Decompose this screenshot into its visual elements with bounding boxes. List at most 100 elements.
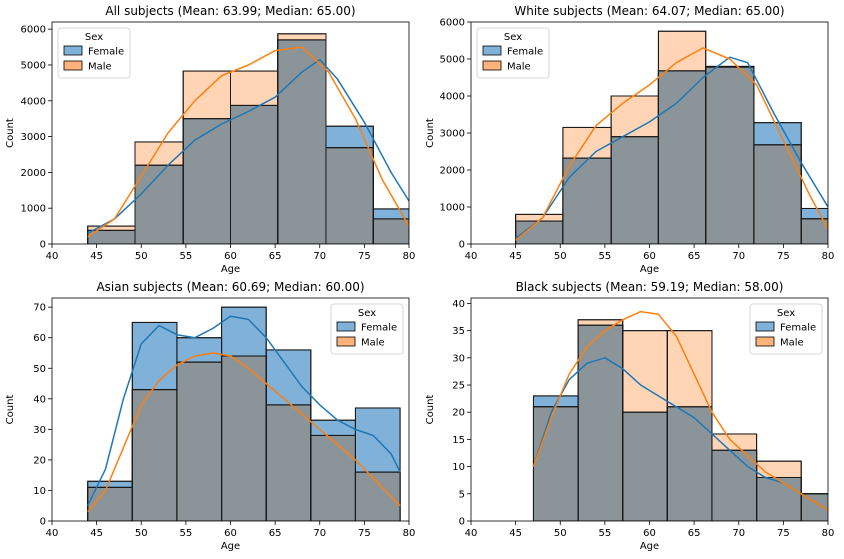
x-tick-label: 55: [599, 251, 612, 262]
bar-overlap-7: [354, 471, 401, 521]
x-tick-label: 40: [465, 528, 478, 539]
y-tick-label: 3000: [440, 129, 465, 140]
x-tick-label: 80: [822, 528, 835, 539]
kde-line-male: [515, 47, 828, 241]
legend-swatch-male: [755, 336, 775, 347]
x-tick-label: 40: [46, 528, 59, 539]
x-tick-label: 70: [732, 251, 745, 262]
chart-panel-1: 40 45 50 55 60 65 70 75 80 0 1000 2000 3000 4000 5000 6…: [5, 4, 415, 275]
x-tick-label: 50: [554, 528, 567, 539]
x-tick-label: 70: [313, 251, 326, 262]
plot-area: [87, 33, 409, 244]
legend-title: Sex: [504, 32, 522, 43]
x-tick-label: 60: [224, 251, 237, 262]
bar-overlap-7: [372, 218, 409, 244]
x-tick-label: 75: [358, 528, 371, 539]
x-tick-label: 45: [509, 528, 522, 539]
x-tick-label: 65: [269, 251, 282, 262]
x-tick-label: 80: [822, 251, 835, 262]
bar-overlap-2: [134, 164, 184, 244]
x-tick-label: 45: [509, 251, 522, 262]
bar-overlap-5: [711, 449, 758, 521]
x-tick-label: 80: [403, 528, 416, 539]
x-tick-label: 45: [90, 251, 103, 262]
y-tick-label: 6000: [440, 18, 465, 29]
bar-overlap-4: [230, 104, 279, 244]
y-tick-label: 70: [33, 303, 46, 314]
y-tick-label: 10: [452, 462, 465, 473]
kde-line-female: [87, 58, 409, 234]
x-tick-label: 70: [313, 528, 326, 539]
bar-overlap-6: [756, 476, 802, 521]
x-tick-label: 60: [224, 528, 237, 539]
y-axis-label: Count: [5, 118, 16, 148]
y-tick-label: 20: [452, 408, 465, 419]
bar-outline-male-6: [753, 144, 802, 244]
y-tick-label: 30: [452, 353, 465, 364]
kde-line-female: [515, 56, 828, 239]
bar-outline-male-6: [325, 147, 374, 244]
legend-swatch-female: [336, 321, 356, 332]
x-axis-label: Age: [640, 541, 659, 552]
chart-panel-4: 40 45 50 55 60 65 70 75 80 0 5 10 15 20 25 30 35 40 Age Cou…: [425, 280, 835, 552]
legend: Sex Female Male: [476, 27, 550, 79]
x-axis-label: Age: [221, 264, 240, 275]
y-tick-label: 15: [452, 435, 465, 446]
y-axis-label: Count: [5, 395, 16, 425]
bar-overlap-2: [577, 324, 624, 521]
y-tick-label: 1000: [21, 204, 46, 215]
legend-label-female: Female: [780, 323, 816, 334]
bar-overlap-5: [265, 404, 312, 521]
legend-swatch-female: [482, 45, 502, 56]
x-tick-label: 50: [135, 251, 148, 262]
y-tick-label: 40: [452, 299, 465, 310]
y-tick-label: 6000: [21, 25, 46, 36]
bar-overlap-4: [666, 406, 713, 521]
bar-overlap-4: [221, 355, 267, 521]
chart-title: Black subjects (Mean: 59.19; Median: 58.…: [516, 280, 784, 294]
chart-title: White subjects (Mean: 64.07; Median: 65.…: [514, 4, 784, 18]
y-tick-label: 0: [40, 517, 46, 528]
plot-area: [87, 306, 401, 521]
bar-overlap-3: [610, 136, 659, 244]
legend-title: Sex: [777, 308, 795, 319]
y-tick-label: 5000: [440, 55, 465, 66]
plot-area: [515, 30, 828, 244]
y-tick-label: 0: [459, 517, 465, 528]
y-tick-label: 0: [40, 240, 46, 251]
bar-overlap-2: [562, 157, 612, 244]
x-tick-label: 65: [688, 251, 701, 262]
bar-overlap-6: [310, 434, 356, 521]
legend-label-male: Male: [780, 338, 804, 349]
legend-label-female: Female: [88, 47, 124, 58]
y-tick-label: 10: [33, 486, 46, 497]
kde-line-male: [87, 46, 409, 238]
legend: Sex Female Male: [57, 27, 131, 79]
bar-overlap-5: [277, 39, 327, 244]
x-axis-label: Age: [221, 541, 240, 552]
y-tick-label: 35: [452, 326, 465, 337]
x-axis-label: Age: [640, 264, 659, 275]
y-tick-label: 25: [452, 381, 465, 392]
y-tick-label: 30: [33, 425, 46, 436]
chart-title: Asian subjects (Mean: 60.69; Median: 60.…: [96, 280, 364, 294]
x-tick-label: 50: [135, 528, 148, 539]
x-tick-label: 60: [643, 251, 656, 262]
bar-overlap-5: [705, 66, 755, 244]
y-tick-label: 5000: [21, 60, 46, 71]
legend-swatch-female: [755, 321, 775, 332]
y-tick-label: 40: [33, 394, 46, 405]
y-axis-label: Count: [425, 395, 436, 425]
x-tick-label: 80: [403, 251, 416, 262]
y-tick-label: 3000: [21, 132, 46, 143]
bar-overlap-3: [176, 361, 223, 521]
legend-swatch-female: [63, 45, 83, 56]
x-tick-label: 70: [732, 528, 745, 539]
legend-label-male: Male: [88, 62, 112, 73]
y-tick-label: 2000: [440, 166, 465, 177]
legend: Sex Female Male: [330, 303, 404, 355]
x-tick-label: 55: [599, 528, 612, 539]
bar-overlap-6: [325, 147, 374, 244]
x-tick-label: 75: [777, 528, 790, 539]
legend-swatch-male: [63, 60, 83, 71]
